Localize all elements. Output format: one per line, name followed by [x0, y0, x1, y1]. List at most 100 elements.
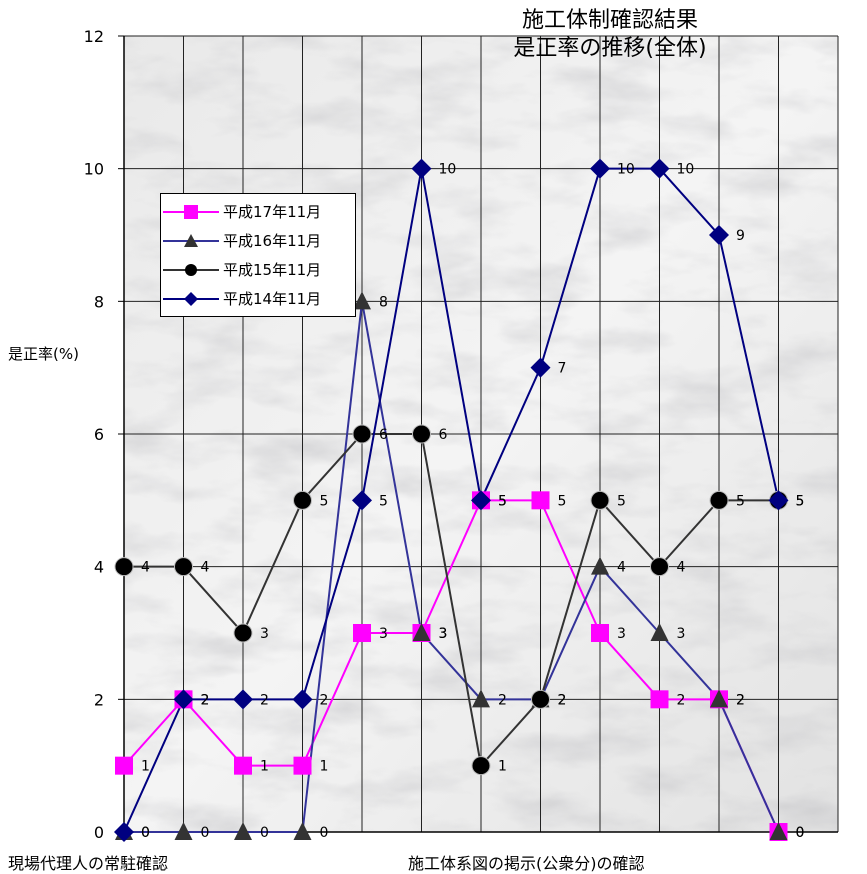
data-point-diamond [590, 158, 610, 179]
chart-title-line2: 是正率の推移(全体) [513, 36, 707, 61]
data-label: 5 [796, 493, 805, 509]
data-label: 2 [201, 692, 210, 708]
data-label: 0 [201, 825, 210, 841]
legend-item: 平成16年11月 [161, 226, 355, 255]
legend-label: 平成14年11月 [223, 290, 322, 308]
data-point-diamond [649, 158, 670, 179]
data-point-diamond [709, 225, 729, 245]
data-point-diamond [233, 689, 253, 710]
data-label: 2 [736, 692, 745, 708]
data-point-triangle [769, 822, 788, 840]
data-label: 5 [617, 493, 626, 509]
x-axis-label-right: 施工体系図の掲示(公衆分)の確認 [408, 854, 645, 873]
data-point-circle [293, 490, 312, 510]
data-point-square [293, 756, 312, 775]
data-point-circle [471, 756, 491, 776]
legend-swatch-triangle [163, 233, 219, 247]
data-point-circle [709, 490, 729, 510]
legend-swatch-square [163, 204, 219, 219]
y-tick-label: 2 [94, 690, 104, 709]
data-point-square [531, 491, 550, 510]
data-point-diamond [292, 689, 313, 710]
data-label: 1 [141, 759, 150, 775]
data-label: 9 [736, 228, 745, 244]
data-point-triangle [174, 822, 193, 840]
data-label: 2 [558, 692, 567, 708]
legend-label: 平成16年11月 [223, 232, 322, 250]
data-point-circle [590, 490, 610, 510]
y-tick-label: 8 [94, 292, 104, 311]
data-point-circle [352, 424, 372, 444]
data-point-triangle [650, 623, 669, 641]
data-point-diamond [471, 490, 491, 511]
data-point-diamond [530, 357, 551, 378]
data-point-circle [114, 557, 134, 577]
data-label: 2 [498, 692, 507, 708]
data-point-circle [531, 689, 550, 709]
data-label: 0 [796, 825, 805, 841]
data-point-triangle [234, 822, 252, 840]
data-label: 7 [558, 361, 567, 377]
data-point-triangle [412, 623, 431, 641]
data-point-diamond [114, 822, 134, 842]
legend: 平成17年11月 平成16年11月 平成15年11月 平成14年11月 [160, 193, 356, 317]
data-point-circle [412, 424, 431, 444]
data-label: 10 [439, 162, 457, 178]
data-label: 3 [617, 626, 626, 642]
data-point-triangle [710, 689, 728, 708]
data-label: 3 [260, 626, 269, 642]
chart-title-line1: 施工体制確認結果 [521, 8, 698, 33]
data-point-square [591, 624, 609, 642]
data-label: 3 [379, 626, 388, 642]
data-point-triangle [353, 291, 371, 310]
data-point-square [353, 624, 371, 642]
x-axis-label-left: 現場代理人の常駐確認 [8, 854, 169, 873]
data-point-square [115, 756, 133, 775]
data-label: 10 [677, 162, 695, 178]
data-point-circle [650, 557, 669, 577]
data-label: 5 [320, 493, 329, 509]
legend-label: 平成17年11月 [223, 203, 322, 221]
data-label: 1 [320, 759, 329, 775]
data-point-triangle [472, 689, 490, 708]
data-point-circle [233, 623, 253, 643]
data-label: 0 [796, 825, 805, 841]
y-tick-label: 12 [84, 27, 104, 46]
data-label: 2 [260, 692, 269, 708]
legend-label: 平成15年11月 [223, 261, 322, 279]
data-point-square [650, 690, 669, 709]
data-label: 3 [677, 626, 686, 642]
y-axis-label: 是正率(%) [8, 345, 79, 363]
data-label: 4 [141, 560, 150, 576]
data-label: 2 [736, 692, 745, 708]
data-label: 2 [201, 692, 210, 708]
series-group [114, 158, 789, 842]
data-label: 3 [439, 626, 448, 642]
y-tick-label: 0 [94, 823, 104, 842]
y-tick-label: 10 [84, 160, 104, 179]
y-tick-label: 4 [94, 558, 104, 577]
legend-item: 平成15年11月 [161, 255, 355, 284]
data-label: 4 [201, 560, 210, 576]
data-label: 5 [498, 493, 507, 509]
data-point-square [234, 756, 252, 775]
legend-item: 平成17年11月 [161, 197, 355, 226]
data-point-diamond [352, 490, 372, 511]
legend-swatch-diamond [163, 291, 219, 306]
data-point-diamond [411, 158, 432, 179]
data-label: 4 [677, 560, 686, 576]
data-label: 6 [379, 427, 388, 443]
data-label: 0 [141, 825, 150, 841]
data-label: 5 [796, 493, 805, 509]
data-label: 3 [439, 626, 448, 642]
data-label: 0 [141, 825, 150, 841]
data-label: 0 [320, 825, 329, 841]
data-label: 0 [260, 825, 269, 841]
data-label: 4 [617, 560, 626, 576]
series-line-triangle [124, 301, 780, 833]
data-label: 2 [558, 692, 567, 708]
data-point-diamond [173, 689, 194, 710]
data-point-circle [174, 557, 193, 577]
legend-swatch-circle [163, 263, 219, 276]
